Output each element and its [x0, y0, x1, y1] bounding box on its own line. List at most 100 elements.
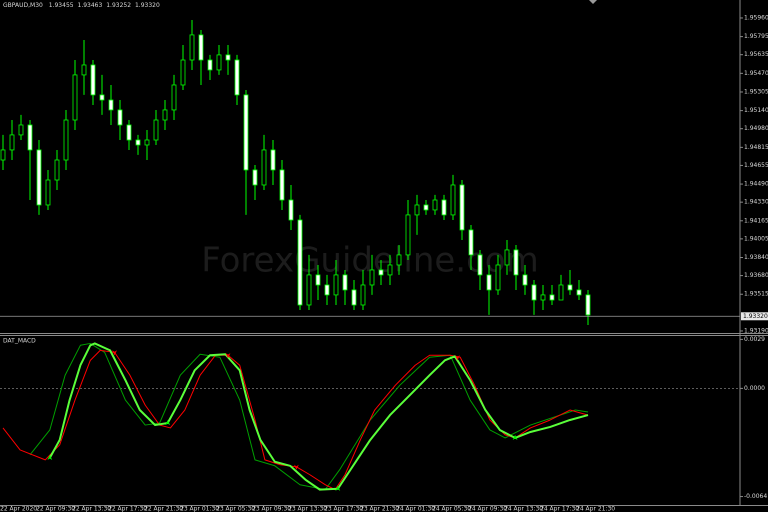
candle-body — [477, 254, 483, 276]
y-tick-label: 1.93840 — [744, 254, 768, 261]
candle-body — [279, 169, 285, 201]
cross-arrow — [47, 454, 53, 460]
candle-body — [441, 199, 447, 216]
x-tick-label: 23 Apr 13:30 — [288, 506, 327, 512]
y-tick-label: 1.94165 — [744, 217, 768, 224]
candle-body — [324, 284, 330, 296]
indicator-line — [29, 342, 589, 491]
x-tick-label: 24 Apr 05:30 — [432, 506, 471, 512]
candle-body — [36, 149, 42, 206]
candle-body — [207, 59, 213, 71]
quote-low: 1.93252 — [106, 2, 131, 9]
y-tick-label: 1.93515 — [744, 291, 768, 298]
x-tick-label: 22 Apr 13:30 — [72, 506, 111, 512]
candle-body — [576, 289, 582, 296]
y-tick-label: 0.0029 — [744, 336, 765, 343]
y-tick-label: 1.95140 — [744, 107, 768, 114]
y-tick-label: 1.95960 — [744, 14, 768, 21]
chart-shift-marker — [589, 0, 597, 4]
candles — [0, 20, 591, 325]
x-tick-label: 23 Apr 01:30 — [180, 506, 219, 512]
candle-body — [117, 109, 123, 126]
candle-body — [585, 294, 591, 316]
candle-body — [288, 199, 294, 221]
x-tick-label: 24 Apr 21:30 — [576, 506, 615, 512]
y-tick-label: 1.94330 — [744, 199, 768, 206]
indicator-line — [48, 342, 589, 491]
candle-body — [459, 184, 465, 231]
candle-body — [189, 34, 195, 61]
y-tick-label: 1.94980 — [744, 125, 768, 132]
x-tick-label: 22 Apr 21:30 — [144, 506, 183, 512]
y-tick-label: 1.94005 — [744, 235, 768, 242]
y-tick-label: 1.95635 — [744, 51, 768, 58]
candle-body — [522, 274, 528, 286]
candle-body — [351, 289, 357, 306]
candle-body — [252, 169, 258, 186]
candle-body — [306, 274, 312, 306]
candle-body — [423, 204, 429, 211]
candle-body — [468, 229, 474, 256]
x-tick-label: 24 Apr 13:30 — [504, 506, 543, 512]
cross-arrow — [225, 353, 231, 359]
y-tick-label: 0.0000 — [744, 385, 765, 392]
x-tick-label: 24 Apr 17:30 — [540, 506, 579, 512]
y-tick-label: 1.94490 — [744, 181, 768, 188]
candle-body — [162, 109, 168, 121]
candle-body — [495, 264, 501, 291]
quote-close: 1.93320 — [135, 2, 160, 9]
candle-body — [360, 284, 366, 306]
candle-body — [387, 264, 393, 276]
candle-body — [54, 159, 60, 181]
candle-body — [243, 94, 249, 171]
y-tick-label: 1.94815 — [744, 144, 768, 151]
candle-body — [486, 274, 492, 291]
candle-body — [333, 274, 339, 296]
x-tick-label: 23 Apr 21:30 — [360, 506, 399, 512]
candle-body — [342, 274, 348, 291]
x-tick-label: 23 Apr 17:30 — [324, 506, 363, 512]
candle-body — [297, 219, 303, 306]
candle-body — [135, 139, 141, 146]
candle-body — [198, 34, 204, 61]
quote-open: 1.93455 — [49, 2, 74, 9]
cross-arrow — [165, 420, 171, 426]
cross-arrow — [335, 485, 341, 491]
indicator-title: DAT_MACD — [3, 338, 36, 345]
candle-body — [567, 284, 573, 291]
y-tick-label: -0.0064 — [744, 493, 767, 500]
candle-body — [72, 74, 78, 121]
y-tick-label: 1.95795 — [744, 33, 768, 40]
candle-body — [378, 269, 384, 276]
candle-body — [540, 294, 546, 301]
candle-body — [558, 284, 564, 301]
y-tick-label: 1.95470 — [744, 70, 768, 77]
candle-body — [81, 64, 87, 76]
y-tick-label: 1.94655 — [744, 162, 768, 169]
candle-body — [234, 59, 240, 96]
x-tick-label: 22 Apr 09:30 — [36, 506, 75, 512]
candle-body — [126, 124, 132, 141]
candle-body — [63, 119, 69, 161]
x-tick-label: 22 Apr 17:30 — [108, 506, 147, 512]
candle-body — [504, 249, 510, 266]
indicator-line — [2, 349, 589, 491]
bid-label: 1.93320 — [743, 313, 768, 320]
symbol: GBPAUD,M30 — [3, 2, 43, 9]
chart-header: GBPAUD,M30 1.93455 1.93463 1.93252 1.933… — [3, 2, 160, 9]
candle-body — [99, 94, 105, 101]
y-tick-label: 1.95305 — [744, 88, 768, 95]
candle-body — [549, 294, 555, 301]
candle-body — [270, 149, 276, 171]
x-tick-label: 24 Apr 09:30 — [468, 506, 507, 512]
candle-body — [144, 139, 150, 146]
candle-body — [9, 134, 15, 151]
candle-body — [108, 99, 114, 111]
candle-body — [27, 124, 33, 151]
x-tick-label: 22 Apr 2020 — [0, 506, 37, 512]
x-tick-label: 23 Apr 05:30 — [216, 506, 255, 512]
candle-body — [171, 84, 177, 111]
candle-body — [450, 184, 456, 216]
candle-body — [18, 124, 24, 136]
